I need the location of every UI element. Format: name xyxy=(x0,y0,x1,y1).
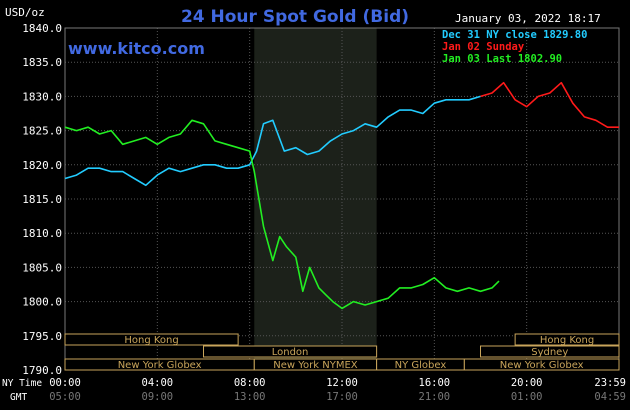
session-box xyxy=(480,345,620,358)
x-tick-label-ny: 08:00 xyxy=(234,377,266,389)
session-label: NY Globex xyxy=(395,360,447,371)
y-tick-label: 1825.0 xyxy=(22,125,62,138)
market-sessions: Hong Kong Hong Kong London Sydney New York G… xyxy=(64,333,620,371)
session-bar-3: Sydney xyxy=(480,345,620,358)
x-tick-label-ny: 23:59 xyxy=(594,377,626,389)
y-tick-label: 1805.0 xyxy=(22,261,62,274)
x-tick-label-ny: 20:00 xyxy=(511,377,543,389)
gmt-label: GMT xyxy=(10,392,27,403)
session-label: Sydney xyxy=(531,347,568,358)
session-bar-0: Hong Kong xyxy=(64,333,239,346)
y-tick-label: 1830.0 xyxy=(22,90,62,103)
session-label: New York NYMEX xyxy=(273,360,358,371)
price-series xyxy=(64,81,619,310)
legend: Dec 31 NY close 1829.80 Jan 02 Sunday Ja… xyxy=(442,29,587,65)
session-label: New York Globex xyxy=(500,360,584,371)
x-axis-ticks: 00:00 05:00 04:00 09:00 08:00 13:00 12:00 17:00… xyxy=(49,377,626,403)
legend-entry-jan02: Jan 02 Sunday xyxy=(442,41,525,53)
y-tick-label: 1820.0 xyxy=(22,159,62,172)
session-bar-5: New York NYMEX xyxy=(253,358,378,371)
x-tick-label-gmt: 21:00 xyxy=(419,391,451,403)
y-tick-label: 1810.0 xyxy=(22,227,62,240)
y-tick-label: 1840.0 xyxy=(22,22,62,35)
session-label: New York Globex xyxy=(118,360,202,371)
legend-entry-jan03: Jan 03 Last 1802.90 xyxy=(442,53,562,65)
chart-title: 24 Hour Spot Gold (Bid) xyxy=(181,7,409,27)
session-bar-6: NY Globex xyxy=(376,358,465,371)
series-line-1 xyxy=(480,81,619,128)
session-label: Hong Kong xyxy=(124,335,178,346)
y-tick-label: 1795.0 xyxy=(22,330,62,343)
y-tick-label: 1835.0 xyxy=(22,56,62,69)
x-tick-label-ny: 04:00 xyxy=(142,377,174,389)
x-tick-label-gmt: 04:59 xyxy=(594,391,626,403)
session-box xyxy=(64,333,239,346)
session-bar-7: New York Globex xyxy=(463,358,620,371)
x-tick-label-ny: 12:00 xyxy=(326,377,358,389)
series-line-2 xyxy=(64,119,500,310)
x-tick-label-gmt: 01:00 xyxy=(511,391,543,403)
legend-entry-dec31: Dec 31 NY close 1829.80 xyxy=(442,29,587,41)
session-box xyxy=(203,345,378,358)
y-tick-label: 1790.0 xyxy=(22,364,62,377)
ny-time-label: NY Time xyxy=(2,378,42,389)
session-bar-4: New York Globex xyxy=(64,358,255,371)
session-bar-1: Hong Kong xyxy=(514,333,620,346)
session-bar-2: London xyxy=(203,345,378,358)
x-tick-label-ny: 00:00 xyxy=(49,377,81,389)
y-axis-unit: USD/oz xyxy=(5,6,45,19)
series-line-0 xyxy=(64,95,481,187)
session-label: Hong Kong xyxy=(540,335,594,346)
y-axis-ticks: 1840.0 1835.0 1830.0 1825.0 1820.0 1815.0 1810… xyxy=(22,22,62,377)
session-box xyxy=(463,358,620,371)
x-tick-label-gmt: 05:00 xyxy=(49,391,81,403)
session-box xyxy=(514,333,620,346)
session-label: London xyxy=(272,347,309,358)
timestamp: January 03, 2022 18:17 xyxy=(455,12,601,25)
x-tick-label-gmt: 17:00 xyxy=(326,391,358,403)
x-tick-label-ny: 16:00 xyxy=(419,377,451,389)
x-tick-label-gmt: 09:00 xyxy=(142,391,174,403)
y-tick-label: 1815.0 xyxy=(22,193,62,206)
y-tick-label: 1800.0 xyxy=(22,296,62,309)
website-link[interactable]: www.kitco.com xyxy=(68,39,205,58)
x-tick-label-gmt: 13:00 xyxy=(234,391,266,403)
